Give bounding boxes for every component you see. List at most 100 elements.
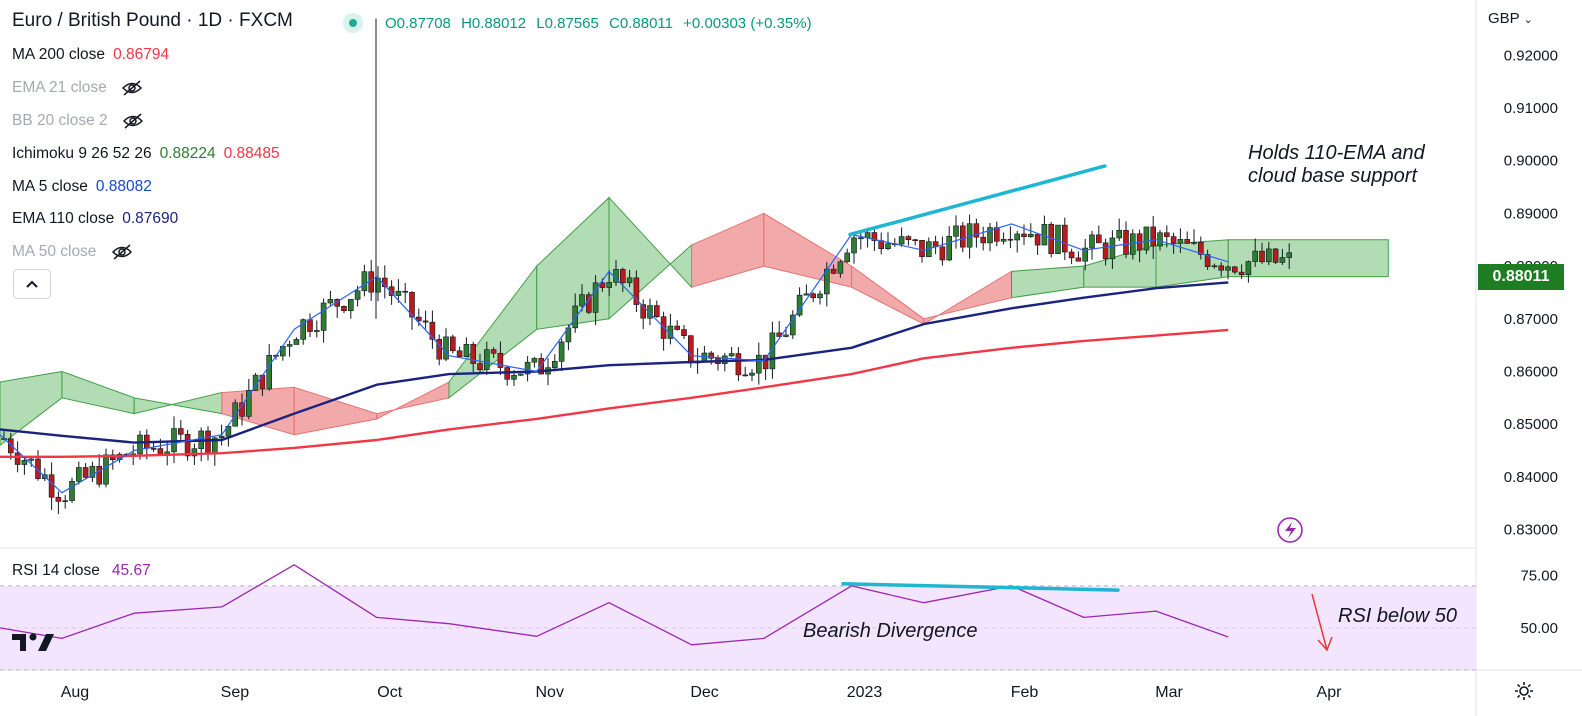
candle-body: [76, 467, 82, 482]
x-tick-label: 2023: [847, 684, 883, 701]
candle-body: [293, 339, 300, 345]
y-tick-label: 0.91000: [1504, 100, 1558, 117]
candle-body: [1279, 257, 1286, 263]
ohlc-low: L0.87565: [536, 15, 599, 32]
x-tick-label: Nov: [536, 684, 564, 701]
candle-body: [456, 350, 463, 358]
indicator-ichimoku[interactable]: Ichimoku 9 26 52 26 0.88224 0.88485: [12, 145, 280, 163]
candle-body: [449, 336, 456, 352]
candle-body: [844, 252, 851, 263]
rsi-line: [0, 564, 1229, 646]
candle-body: [524, 361, 531, 375]
candle-body: [1055, 224, 1061, 254]
indicator-label: EMA 110 close: [12, 210, 115, 227]
candle-body: [1028, 233, 1034, 238]
candle-body: [647, 305, 653, 319]
candle-body: [993, 227, 1000, 242]
candle-body: [803, 293, 810, 296]
x-tick-label: Dec: [690, 684, 718, 701]
x-tick-label: Mar: [1155, 684, 1183, 701]
candle-body: [1286, 252, 1292, 258]
candle-body: [783, 334, 789, 337]
indicator-label: MA 5 close: [12, 178, 88, 195]
collapse-legend-button[interactable]: [13, 269, 51, 299]
candle-body: [266, 354, 273, 390]
eye-hidden-icon[interactable]: [121, 80, 143, 96]
candle-body: [1068, 251, 1075, 259]
candle-body: [789, 314, 796, 336]
candle-body: [1014, 233, 1021, 241]
candle-body: [341, 306, 347, 312]
candle-body: [8, 438, 14, 454]
rsi-legend[interactable]: RSI 14 close 45.67: [12, 562, 151, 580]
candle-body: [191, 448, 198, 457]
candle-body: [1184, 239, 1190, 244]
indicator-ma5[interactable]: MA 5 close 0.88082: [12, 178, 152, 196]
candle-body: [606, 282, 613, 288]
indicator-bb20[interactable]: BB 20 close 2: [12, 112, 144, 130]
candle-body: [388, 286, 395, 296]
indicator-ema110[interactable]: EMA 110 close 0.87690: [12, 210, 178, 228]
candle-body: [313, 330, 320, 332]
candle-body: [728, 353, 735, 357]
candle-body: [35, 458, 41, 479]
indicator-ema21[interactable]: EMA 21 close: [12, 79, 143, 97]
candle-body: [246, 390, 252, 417]
tradingview-logo-icon[interactable]: [10, 630, 60, 654]
rsi-value: 45.67: [111, 562, 151, 579]
indicator-ma50[interactable]: MA 50 close: [12, 243, 133, 261]
candle-body: [429, 321, 436, 340]
y-tick-label: 0.83000: [1504, 522, 1558, 539]
candle-body: [871, 232, 878, 241]
indicator-ma200[interactable]: MA 200 close 0.86794: [12, 46, 169, 64]
symbol-title[interactable]: Euro / British Pound · 1D · FXCM: [12, 10, 293, 31]
candle-body: [415, 316, 422, 322]
candle-body: [89, 465, 96, 478]
x-tick-label: Oct: [377, 684, 402, 701]
candle-body: [490, 349, 497, 354]
candle-body: [1102, 242, 1109, 260]
indicator-label: EMA 21 close: [12, 79, 107, 96]
candle-body: [810, 293, 817, 299]
candle-body: [307, 319, 313, 332]
red-arrow-line: [1311, 593, 1328, 651]
eye-hidden-icon[interactable]: [111, 244, 133, 260]
candle-body: [347, 299, 354, 312]
rsi-label: RSI 14 close: [12, 562, 100, 579]
candle-body: [1116, 230, 1122, 239]
candle-body: [361, 271, 368, 292]
x-tick-label: Apr: [1317, 684, 1343, 701]
ichimoku-cloud-segment: [61, 370, 135, 415]
indicator-value: 0.88082: [95, 178, 152, 195]
candle-body: [300, 319, 307, 340]
candle-body: [1170, 236, 1177, 244]
candle-body: [1143, 226, 1150, 251]
ohlc-open: O0.87708: [385, 15, 451, 32]
ohlc-close: C0.88011: [609, 15, 673, 32]
gear-icon[interactable]: [1513, 680, 1535, 702]
y-tick-label: 0.92000: [1504, 47, 1558, 64]
candle-body: [327, 299, 334, 304]
candle-body: [592, 282, 599, 313]
candle-body: [681, 329, 687, 336]
candle-body: [354, 290, 361, 300]
ichimoku-cloud-segment: [133, 391, 223, 415]
annotation-divergence: Bearish Divergence: [803, 620, 978, 642]
candle-body: [898, 236, 905, 245]
candle-body: [640, 304, 647, 319]
indicator-value: 0.88224: [159, 145, 216, 162]
ohlc-change: +0.00303 (+0.35%): [683, 15, 812, 32]
currency-selector[interactable]: GBP ⌄: [1488, 10, 1533, 27]
candle-body: [1062, 224, 1068, 253]
candle-body: [619, 269, 626, 284]
candle-body: [1109, 237, 1116, 260]
candle-body: [980, 236, 987, 244]
indicator-label: MA 50 close: [12, 243, 97, 260]
price-trendline: [848, 164, 1107, 237]
indicator-label: MA 200 close: [12, 46, 106, 63]
candle-body: [286, 344, 293, 347]
candle-body: [1266, 248, 1272, 263]
candle-body: [1096, 234, 1102, 244]
eye-hidden-icon[interactable]: [122, 113, 144, 129]
candle-body: [1007, 238, 1014, 241]
